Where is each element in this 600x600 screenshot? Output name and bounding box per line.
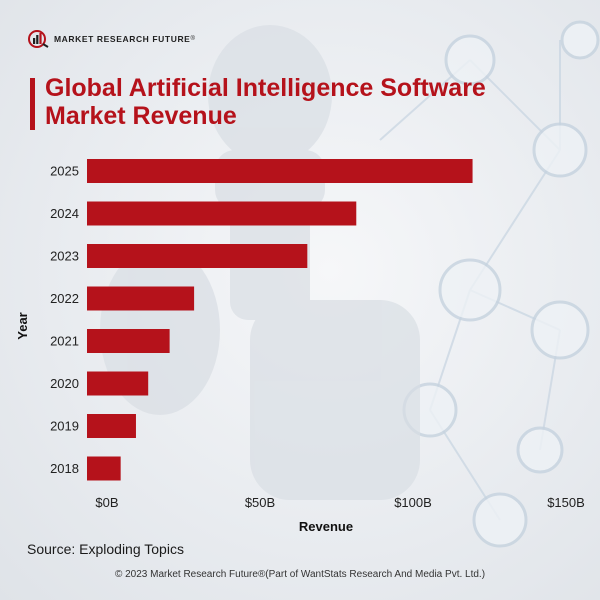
bar-2019	[87, 414, 136, 438]
x-tick-label: $0B	[95, 495, 118, 510]
category-label-2019: 2019	[50, 419, 79, 434]
category-label-2024: 2024	[50, 206, 79, 221]
x-tick-label: $100B	[394, 495, 432, 510]
y-axis-title: Year	[15, 312, 30, 339]
brand-logo: MARKET RESEARCH FUTURE ®	[28, 30, 195, 48]
bar-2025	[87, 159, 473, 183]
brand-reg-mark: ®	[190, 36, 195, 42]
x-tick-label: $150B	[547, 495, 585, 510]
bar-2023	[87, 244, 308, 268]
category-label-2020: 2020	[50, 376, 79, 391]
chart-title: Global Artificial Intelligence Software …	[45, 74, 486, 130]
category-label-2018: 2018	[50, 461, 79, 476]
copyright-footer: © 2023 Market Research Future®(Part of W…	[114, 569, 486, 580]
category-label-2021: 2021	[50, 334, 79, 349]
bar-2021	[87, 329, 170, 353]
bar-chart-logo-icon	[28, 30, 49, 48]
category-label-2025: 2025	[50, 164, 79, 179]
title-accent-bar	[30, 78, 35, 130]
category-label-2023: 2023	[50, 249, 79, 264]
bar-2024	[87, 201, 357, 226]
x-axis-title: Revenue	[299, 519, 353, 534]
brand-name: MARKET RESEARCH FUTURE	[54, 34, 191, 44]
bar-2022	[87, 286, 195, 311]
source-note: Source: Exploding Topics	[27, 541, 184, 557]
x-tick-label: $50B	[245, 495, 275, 510]
category-label-2022: 2022	[50, 291, 79, 306]
bar-2018	[87, 456, 121, 481]
bar-2020	[87, 371, 149, 396]
